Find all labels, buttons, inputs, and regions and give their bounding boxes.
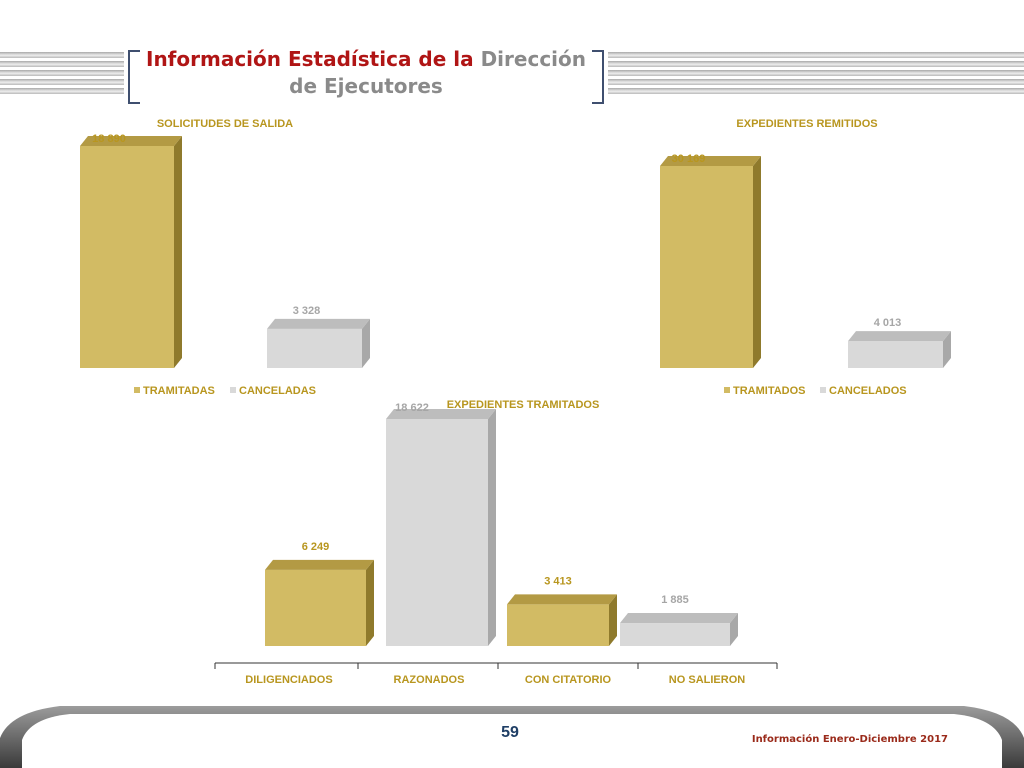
header-stripes-left	[0, 52, 124, 96]
chart-title: SOLICITUDES DE SALIDA	[157, 118, 293, 130]
bar-canceladas-front	[267, 328, 362, 368]
bar-con-citatorio-front	[507, 604, 609, 646]
bar-canceladas-top	[267, 318, 370, 329]
chart-expedientes-tramitados: EXPEDIENTES TRAMITADOS 6 249 18 622 3 413 1 …	[214, 399, 778, 686]
bar-con-citatorio	[507, 594, 617, 646]
tick-label-diligenciados: DILIGENCIADOS	[245, 674, 332, 686]
bar-no-salieron-side	[730, 613, 738, 646]
bar-tramitados-front	[660, 166, 753, 368]
bar-con-citatorio-side	[609, 594, 617, 646]
data-label-tramitadas: 18 890	[92, 133, 126, 145]
chart-solicitudes-de-salida: SOLICITUDES DE SALIDA 18 890 TRAMITADAS 3 3…	[80, 118, 370, 397]
title-bracket-left	[128, 50, 140, 104]
legend-swatch-cancelados	[820, 387, 826, 393]
bar-diligenciados-top	[265, 559, 374, 570]
legend-swatch-canceladas	[230, 387, 236, 393]
title-gray-part: Dirección	[480, 47, 587, 71]
bar-cancelados-front	[848, 341, 943, 368]
bar-no-salieron-front	[620, 623, 730, 646]
bar-cancelados-top	[848, 331, 951, 342]
tick-label-razonados: RAZONADOS	[394, 674, 465, 686]
data-label-diligenciados: 6 249	[302, 541, 330, 553]
bar-tramitados	[660, 156, 761, 368]
legend-canceladas: CANCELADAS	[239, 385, 316, 397]
bar-diligenciados-side	[366, 559, 374, 646]
chart-expedientes-remitidos: EXPEDIENTES REMITIDOS 30 169 TRAMITADOS 4 0…	[660, 118, 951, 397]
data-label-no-salieron: 1 885	[661, 594, 689, 606]
legend-swatch-tramitados	[724, 387, 730, 393]
bar-razonados	[386, 409, 496, 646]
legend-tramitadas: TRAMITADAS	[143, 385, 215, 397]
header-stripes-right	[608, 52, 1024, 96]
bar-canceladas	[267, 318, 370, 368]
bar-canceladas-side	[362, 318, 370, 368]
footer-band	[0, 706, 1024, 768]
title-line-2: de Ejecutores	[289, 74, 443, 98]
data-label-cancelados: 4 013	[874, 317, 902, 329]
bar-tramitados-side	[753, 156, 761, 368]
bar-tramitadas-front	[80, 146, 174, 368]
bar-cancelados-side	[943, 331, 951, 368]
bar-no-salieron-top	[620, 613, 738, 624]
tick-label-no-salieron: NO SALIERON	[669, 674, 745, 686]
bar-razonados-side	[488, 409, 496, 646]
legend-swatch-tramitadas	[134, 387, 140, 393]
bar-tramitados-top	[660, 156, 761, 166]
data-label-canceladas: 3 328	[293, 305, 321, 317]
legend-cancelados: CANCELADOS	[829, 385, 907, 397]
data-label-tramitados: 30 169	[672, 153, 706, 165]
legend-tramitados: TRAMITADOS	[733, 385, 806, 397]
bar-no-salieron	[620, 613, 738, 646]
bar-tramitadas-side	[174, 136, 182, 368]
bar-tramitadas-top	[80, 136, 182, 146]
bar-diligenciados	[265, 559, 374, 646]
footer-period: Información Enero-Diciembre 2017	[751, 734, 948, 745]
bar-con-citatorio-top	[507, 594, 617, 605]
chart-title: EXPEDIENTES TRAMITADOS	[447, 399, 600, 411]
bar-razonados-top	[386, 409, 496, 419]
bar-cancelados	[848, 331, 951, 368]
title-bracket-right	[592, 50, 604, 104]
data-label-razonados: 18 622	[395, 402, 429, 414]
chart-title: EXPEDIENTES REMITIDOS	[736, 118, 877, 130]
tick-label-con-citatorio: CON CITATORIO	[525, 674, 612, 686]
data-label-con-citatorio: 3 413	[544, 575, 572, 587]
page-number: 59	[501, 724, 519, 741]
bar-diligenciados-front	[265, 569, 366, 646]
bar-tramitadas	[80, 136, 182, 368]
bar-razonados-front	[386, 419, 488, 646]
page-title: Información Estadística de la Dirección …	[146, 46, 586, 100]
title-red-part: Información Estadística de la	[146, 47, 474, 71]
